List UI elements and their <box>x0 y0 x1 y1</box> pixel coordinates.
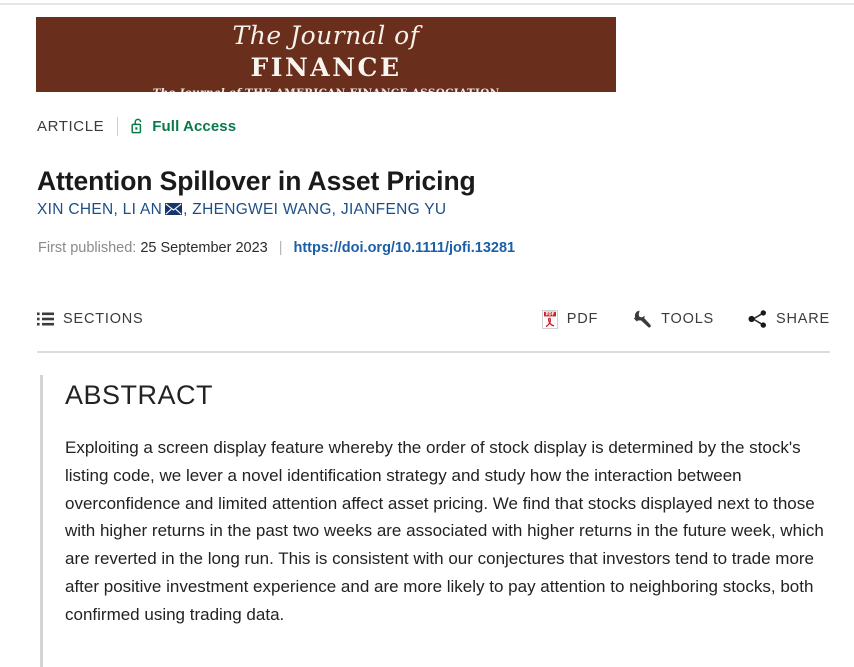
toolbar-right-group: PDF PDF TOOLS <box>541 304 830 334</box>
article-title: Attention Spillover in Asset Pricing <box>37 165 476 196</box>
article-toolbar: SECTIONS PDF PDF <box>37 304 830 334</box>
toolbar-left-group: SECTIONS <box>37 304 144 334</box>
journal-masthead-banner: The Journal of FINANCE The Journal of TH… <box>36 17 616 92</box>
first-published-label: First published: <box>38 240 137 256</box>
pdf-file-icon: PDF <box>541 309 558 329</box>
share-nodes-icon <box>748 310 767 328</box>
masthead-line-finance: FINANCE <box>250 53 402 82</box>
meta-divider <box>117 116 119 136</box>
envelope-icon[interactable] <box>165 203 183 215</box>
pdf-button[interactable]: PDF PDF <box>541 309 599 329</box>
toolbar-divider <box>37 351 830 353</box>
authors-after-icon[interactable]: , ZHENGWEI WANG, JIANFENG YU <box>183 201 447 218</box>
publication-separator: | <box>278 240 283 256</box>
authors-before-icon[interactable]: XIN CHEN, LI AN <box>37 201 163 218</box>
top-border-line <box>0 3 854 5</box>
publication-date: 25 September 2023 <box>140 240 268 256</box>
full-access-label: Full Access <box>152 117 237 135</box>
abstract-section: ABSTRACT Exploiting a screen display fea… <box>40 375 840 667</box>
article-type-label: ARTICLE <box>37 117 105 135</box>
share-button[interactable]: SHARE <box>748 310 830 328</box>
svg-text:PDF: PDF <box>545 311 554 316</box>
tools-label: TOOLS <box>661 311 715 327</box>
publication-info-row: First published: 25 September 2023 | htt… <box>38 240 515 256</box>
masthead-association-rest: THE AMERICAN FINANCE ASSOCIATION <box>245 87 499 92</box>
share-label: SHARE <box>776 311 830 327</box>
article-meta-row: ARTICLE Full Access <box>37 114 236 138</box>
abstract-heading: ABSTRACT <box>65 380 214 410</box>
tools-button[interactable]: TOOLS <box>632 309 714 329</box>
abstract-accent-bar <box>40 375 43 667</box>
author-list: XIN CHEN, LI AN , ZHENGWEI WANG, JIANFENG… <box>37 200 827 220</box>
open-padlock-icon <box>131 118 145 134</box>
wrench-icon <box>632 309 652 329</box>
doi-link[interactable]: https://doi.org/10.1111/jofi.13281 <box>293 240 516 256</box>
list-icon <box>37 312 54 326</box>
masthead-line-association: The Journal of THE AMERICAN FINANCE ASSO… <box>36 80 616 92</box>
pdf-label: PDF <box>566 311 599 327</box>
masthead-line-the-journal-of: The Journal of <box>232 21 420 50</box>
abstract-body: ABSTRACT Exploiting a screen display fea… <box>65 375 840 629</box>
sections-label: SECTIONS <box>63 311 144 327</box>
sections-button[interactable]: SECTIONS <box>37 311 144 327</box>
abstract-text: Exploiting a screen display feature wher… <box>65 438 824 624</box>
masthead-association-italic: The Journal of <box>152 87 241 92</box>
